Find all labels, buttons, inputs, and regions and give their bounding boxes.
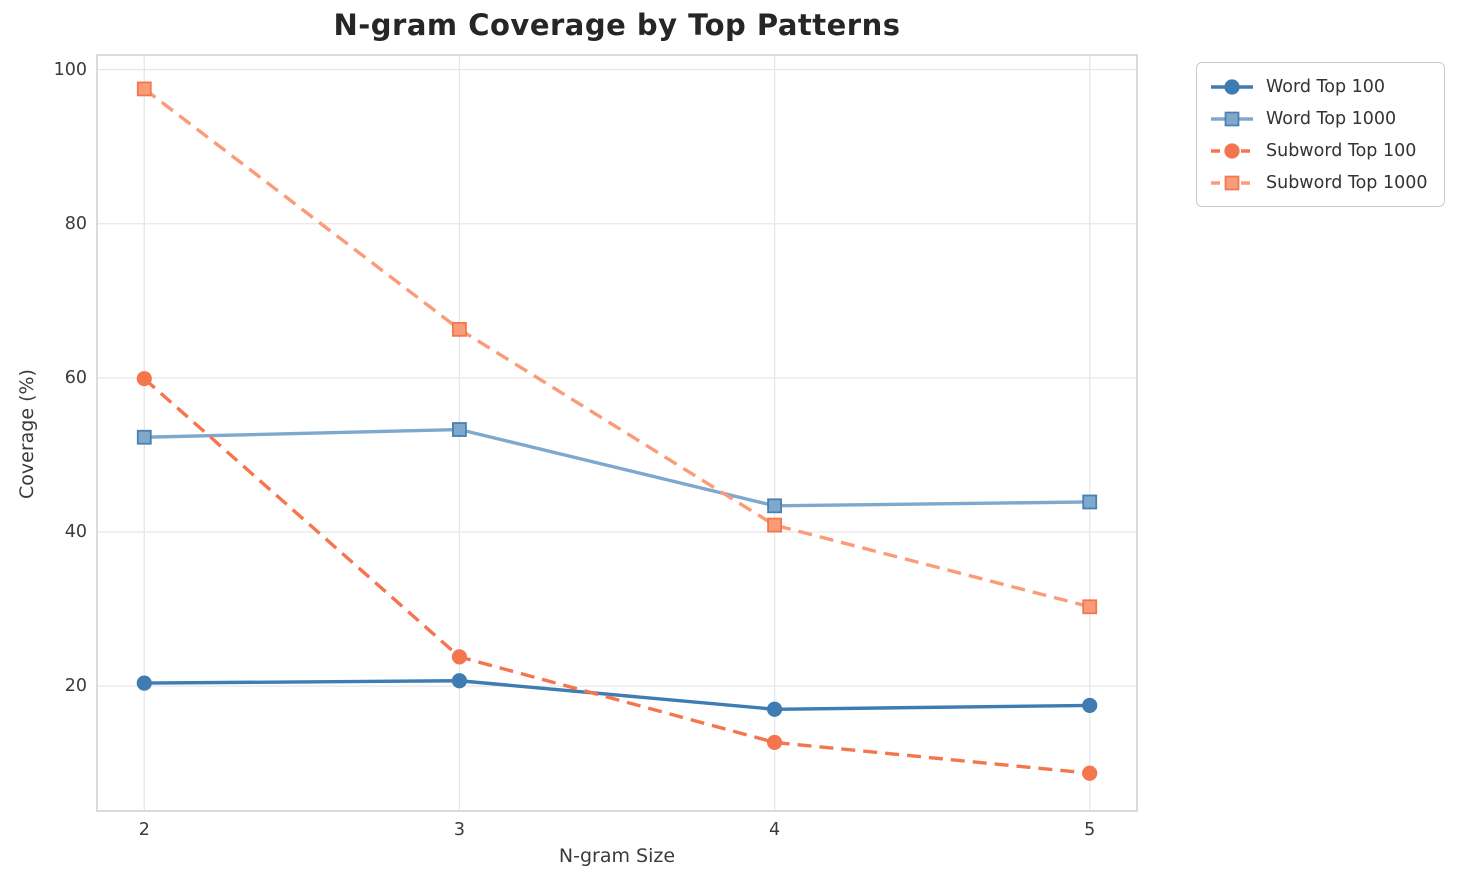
legend-item: Subword Top 1000 (1209, 170, 1428, 195)
data-point-marker (767, 498, 782, 514)
data-point-marker (136, 371, 152, 387)
legend-item: Word Top 1000 (1209, 106, 1428, 131)
y-tick-label: 100 (53, 59, 87, 80)
legend-label: Word Top 1000 (1266, 108, 1397, 129)
chart-title: N-gram Coverage by Top Patterns (333, 8, 901, 42)
data-point-marker (451, 649, 468, 665)
data-point-marker (136, 81, 152, 97)
data-point-marker (1082, 697, 1098, 714)
legend-swatch (1211, 142, 1253, 159)
legend-item: Word Top 100 (1209, 74, 1428, 99)
x-axis-label: N-gram Size (558, 845, 676, 867)
square-marker-icon (1224, 175, 1240, 190)
y-tick-label: 40 (64, 522, 87, 543)
y-tick-label: 80 (64, 213, 87, 234)
legend-item: Subword Top 100 (1209, 138, 1428, 163)
y-tick-label: 60 (64, 367, 87, 388)
data-point-marker (1082, 765, 1098, 781)
data-point-marker (451, 673, 468, 689)
data-point-marker (1082, 599, 1098, 615)
x-tick-label: 4 (768, 820, 781, 840)
data-point-marker (1082, 494, 1098, 510)
x-tick-label: 5 (1084, 820, 1096, 840)
legend-label: Subword Top 1000 (1266, 172, 1428, 193)
series-line (144, 427, 1090, 508)
x-tick-label: 2 (138, 820, 150, 840)
data-point-marker (766, 701, 783, 717)
data-point-marker (136, 675, 152, 691)
square-marker-icon (1224, 111, 1240, 126)
x-tick-label: 3 (453, 820, 465, 840)
y-tick-label: 20 (64, 676, 87, 697)
circle-marker-icon (1224, 78, 1240, 95)
data-point-marker (136, 429, 152, 445)
series-line (144, 679, 1090, 711)
circle-marker-icon (1224, 142, 1240, 159)
data-point-marker (766, 734, 783, 751)
legend-swatch (1211, 175, 1253, 190)
data-point-marker (767, 517, 782, 533)
series-line (143, 377, 1090, 775)
series-line (143, 87, 1091, 609)
legend-swatch (1211, 78, 1253, 95)
data-point-marker (452, 321, 467, 337)
legend-label: Word Top 100 (1266, 76, 1386, 97)
legend-label: Subword Top 100 (1266, 140, 1417, 161)
plot-frame (96, 54, 1138, 812)
legend: Word Top 100 Word Top 1000 Subword Top 100… (1196, 62, 1445, 207)
legend-swatch (1211, 111, 1253, 126)
data-point-marker (452, 422, 467, 437)
